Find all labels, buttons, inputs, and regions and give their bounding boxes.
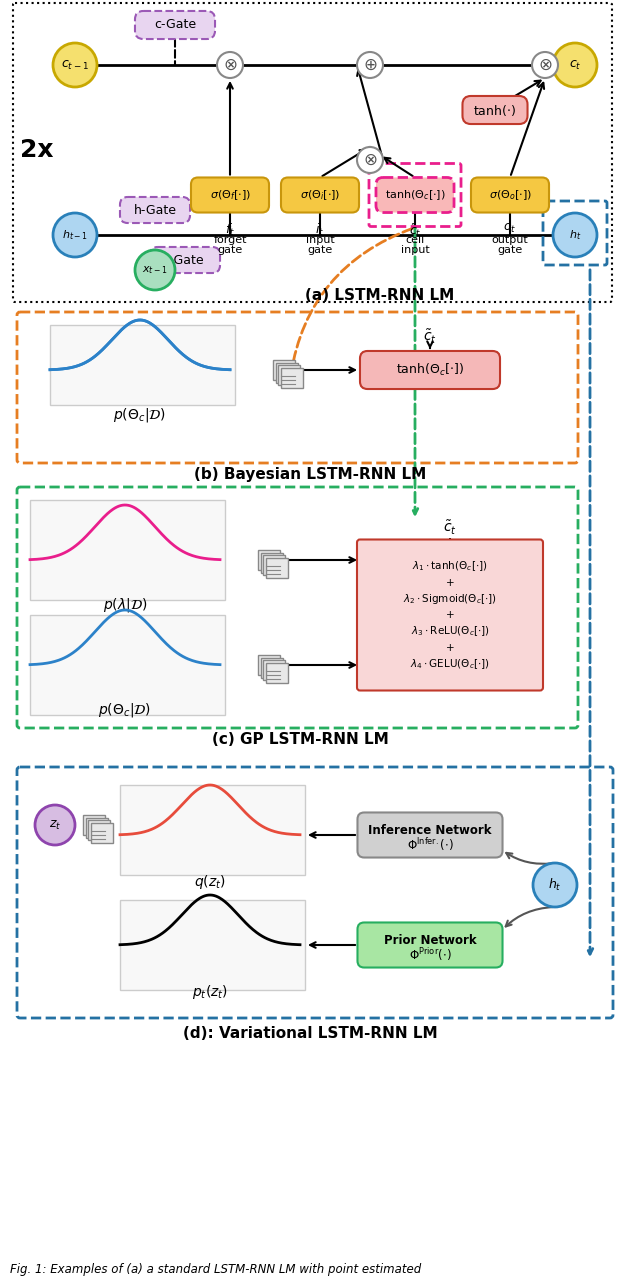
Text: $\tanh(\Theta_c[\cdot])$: $\tanh(\Theta_c[\cdot])$ — [385, 188, 445, 201]
Text: $i_t$: $i_t$ — [316, 222, 324, 238]
Bar — [86, 818, 108, 837]
Circle shape — [532, 53, 558, 78]
Text: $\otimes$: $\otimes$ — [223, 56, 237, 74]
Circle shape — [53, 44, 97, 87]
Text: $p_t(z_t)$: $p_t(z_t)$ — [192, 983, 228, 1001]
Text: $z_t$: $z_t$ — [49, 818, 61, 832]
Text: $h_{t-1}$: $h_{t-1}$ — [62, 228, 88, 242]
Text: $\Phi^{\mathrm{Infer.}}(\cdot)$: $\Phi^{\mathrm{Infer.}}(\cdot)$ — [406, 837, 453, 854]
FancyBboxPatch shape — [17, 312, 578, 463]
FancyBboxPatch shape — [120, 197, 190, 223]
FancyBboxPatch shape — [191, 177, 269, 213]
Text: output: output — [492, 235, 529, 245]
FancyBboxPatch shape — [13, 3, 612, 303]
Text: $h_t$: $h_t$ — [548, 877, 562, 894]
FancyBboxPatch shape — [376, 177, 454, 213]
Text: $p(\lambda|\mathcal{D})$: $p(\lambda|\mathcal{D})$ — [103, 596, 147, 614]
Text: (d): Variational LSTM-RNN LM: (d): Variational LSTM-RNN LM — [182, 1026, 437, 1041]
Text: $\tilde{c}_t$: $\tilde{c}_t$ — [409, 222, 421, 238]
Text: gate: gate — [307, 245, 333, 255]
Text: $\sigma(\Theta_f[\cdot])$: $\sigma(\Theta_f[\cdot])$ — [209, 188, 250, 201]
Circle shape — [135, 250, 175, 290]
Circle shape — [357, 147, 383, 173]
Bar — [280, 368, 303, 387]
Text: $c_{t-1}$: $c_{t-1}$ — [61, 59, 89, 72]
FancyBboxPatch shape — [471, 177, 549, 213]
FancyBboxPatch shape — [17, 487, 578, 728]
Circle shape — [533, 863, 577, 906]
Text: Prior Network: Prior Network — [384, 933, 476, 946]
Text: $x_{t-1}$: $x_{t-1}$ — [142, 264, 168, 276]
FancyBboxPatch shape — [360, 351, 500, 388]
Bar — [260, 658, 282, 677]
Text: 2x: 2x — [20, 138, 54, 162]
Circle shape — [553, 213, 597, 256]
Bar — [258, 550, 280, 570]
Text: $p(\Theta_c|\mathcal{D})$: $p(\Theta_c|\mathcal{D})$ — [113, 406, 166, 424]
Bar — [263, 555, 285, 576]
Bar — [275, 363, 298, 382]
Circle shape — [53, 213, 97, 256]
Text: input: input — [306, 235, 334, 245]
Text: $\tilde{c}_t$: $\tilde{c}_t$ — [423, 328, 437, 346]
Bar — [120, 900, 305, 990]
Bar — [273, 360, 295, 379]
Bar — [30, 500, 225, 600]
FancyBboxPatch shape — [135, 12, 215, 38]
Text: $\otimes$: $\otimes$ — [363, 151, 377, 169]
Text: gate: gate — [218, 245, 243, 255]
FancyBboxPatch shape — [463, 96, 527, 124]
Text: Fig. 1: Examples of (a) a standard LSTM-RNN LM with point estimated: Fig. 1: Examples of (a) a standard LSTM-… — [10, 1264, 421, 1277]
Text: (b) Bayesian LSTM-RNN LM: (b) Bayesian LSTM-RNN LM — [194, 468, 426, 482]
Bar — [120, 785, 305, 876]
Text: $p(\Theta_c|\mathcal{D})$: $p(\Theta_c|\mathcal{D})$ — [99, 701, 152, 719]
Text: $o_t$: $o_t$ — [503, 222, 516, 235]
FancyBboxPatch shape — [150, 247, 220, 273]
Text: $h_t$: $h_t$ — [569, 228, 581, 242]
Text: gate: gate — [497, 245, 523, 255]
Text: $q(z_t)$: $q(z_t)$ — [194, 873, 226, 891]
Text: $\mathrm{tanh}(\cdot)$: $\mathrm{tanh}(\cdot)$ — [474, 103, 516, 118]
Text: forget: forget — [213, 235, 247, 245]
Bar — [30, 615, 225, 715]
Bar — [83, 815, 105, 835]
Text: (a) LSTM-RNN LM: (a) LSTM-RNN LM — [305, 287, 454, 303]
Text: $f_t$: $f_t$ — [225, 222, 235, 238]
FancyBboxPatch shape — [358, 923, 502, 968]
Text: Inference Network: Inference Network — [368, 823, 492, 836]
Circle shape — [217, 53, 243, 78]
Text: $\oplus$: $\oplus$ — [363, 56, 377, 74]
Text: $\tanh(\Theta_c[\cdot])$: $\tanh(\Theta_c[\cdot])$ — [396, 362, 464, 378]
Text: $\Phi^{\mathrm{Prior}}(\cdot)$: $\Phi^{\mathrm{Prior}}(\cdot)$ — [409, 946, 451, 964]
Text: cell: cell — [405, 235, 424, 245]
Text: $\sigma(\Theta_i[\cdot])$: $\sigma(\Theta_i[\cdot])$ — [300, 188, 340, 201]
FancyBboxPatch shape — [357, 540, 543, 691]
Text: $\sigma(\Theta_o[\cdot])$: $\sigma(\Theta_o[\cdot])$ — [488, 188, 531, 201]
Bar — [258, 655, 280, 676]
FancyBboxPatch shape — [281, 177, 359, 213]
Text: $\tilde{c}_t$: $\tilde{c}_t$ — [443, 518, 457, 536]
Bar — [90, 823, 113, 842]
Bar — [50, 326, 235, 405]
Text: $\otimes$: $\otimes$ — [538, 56, 552, 74]
Bar — [263, 660, 285, 679]
Text: $c_t$: $c_t$ — [569, 59, 581, 72]
Text: (c) GP LSTM-RNN LM: (c) GP LSTM-RNN LM — [212, 732, 388, 747]
Text: c-Gate: c-Gate — [154, 18, 196, 32]
Circle shape — [35, 805, 75, 845]
Bar — [278, 365, 300, 385]
Text: i-Gate: i-Gate — [166, 254, 204, 267]
Circle shape — [357, 53, 383, 78]
FancyBboxPatch shape — [17, 767, 613, 1018]
Text: input: input — [401, 245, 429, 255]
Text: $\lambda_1 \cdot \tanh(\Theta_c[\cdot])$
$+$
$\lambda_2 \cdot \mathrm{Sigmoid}(\: $\lambda_1 \cdot \tanh(\Theta_c[\cdot])$… — [403, 559, 497, 670]
FancyBboxPatch shape — [358, 813, 502, 858]
Bar — [88, 820, 110, 840]
Text: h-Gate: h-Gate — [134, 204, 177, 217]
Bar — [266, 663, 287, 682]
Bar — [260, 553, 282, 573]
Circle shape — [553, 44, 597, 87]
Bar — [266, 558, 287, 577]
